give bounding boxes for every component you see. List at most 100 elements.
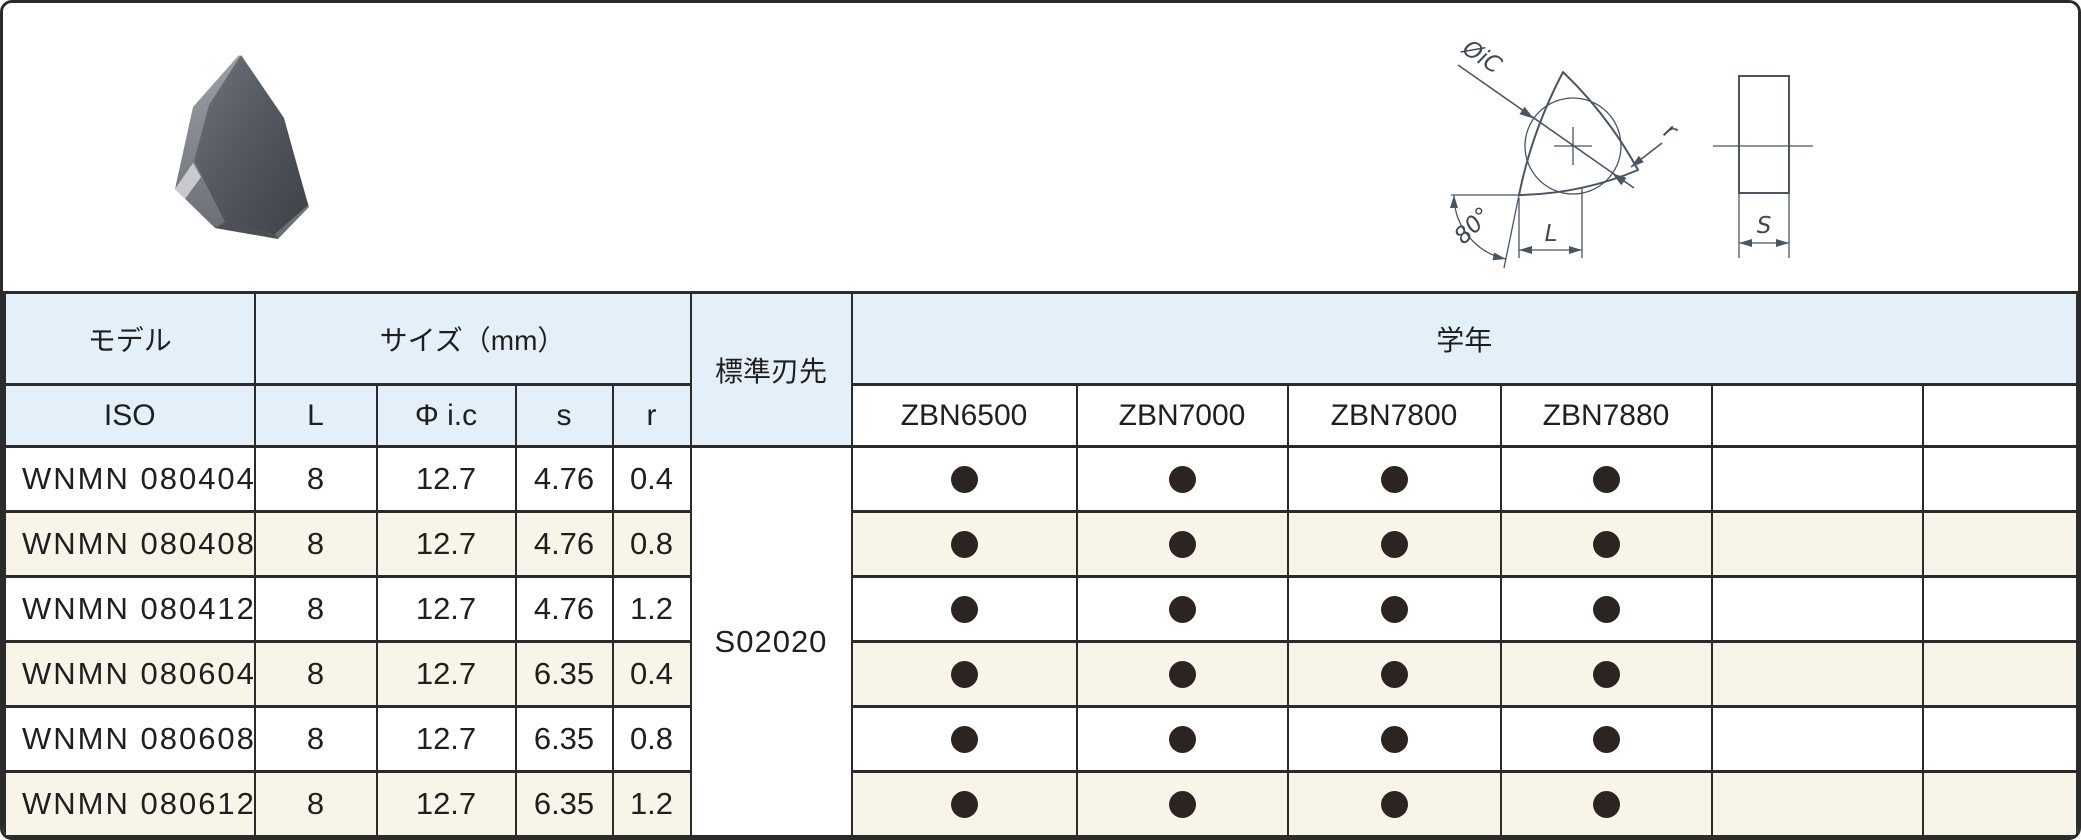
- l-cell: 8: [253, 445, 378, 513]
- standard-edge-cell: S02020: [689, 445, 853, 837]
- angle-arrow-top: [1450, 195, 1458, 208]
- s-arrow-right: [1776, 239, 1789, 247]
- grade-dot-cell: [850, 770, 1078, 837]
- diameter-arrow-lower: [1612, 173, 1627, 186]
- ic-cell: 12.7: [375, 770, 517, 837]
- grade-empty-cell: [1710, 770, 1924, 837]
- grade-dot-cell: [1075, 770, 1289, 837]
- dot-icon: [1592, 725, 1620, 753]
- grade-dot-cell: [850, 640, 1078, 708]
- r-cell: 0.4: [611, 445, 692, 513]
- header-row-1: モデル サイズ（mm） 標準刃先 学年: [3, 291, 2078, 448]
- dot-icon: [1592, 465, 1620, 493]
- iso-cell: WNMN 080612: [3, 770, 256, 837]
- grade-dot-cell: [1075, 640, 1289, 708]
- grade-empty-cell: [1710, 640, 1924, 708]
- dot-icon: [950, 530, 978, 558]
- s-cell: 4.76: [514, 510, 614, 578]
- l-cell: 8: [253, 640, 378, 708]
- grade-dot-cell: [1286, 705, 1502, 773]
- dot-icon: [1592, 660, 1620, 688]
- dot-icon: [950, 790, 978, 818]
- r-cell: 0.8: [611, 705, 692, 773]
- header-grade-zbn7800: ZBN7800: [1286, 383, 1502, 448]
- flank-extension: [1503, 194, 1520, 269]
- header-standard-edge: 標準刃先: [689, 291, 853, 448]
- dot-icon: [1380, 595, 1408, 623]
- trigon-outline: [1518, 71, 1639, 196]
- dot-icon: [1380, 790, 1408, 818]
- grade-dot-cell: [1499, 445, 1713, 513]
- spec-table: モデル サイズ（mm） 標準刃先 学年 ISO L Φ i.c s r ZBN6…: [3, 291, 2078, 837]
- dot-icon: [950, 660, 978, 688]
- r-cell: 0.8: [611, 510, 692, 578]
- ic-cell: 12.7: [375, 705, 517, 773]
- grade-dot-cell: [850, 445, 1078, 513]
- ic-cell: 12.7: [375, 640, 517, 708]
- grade-dot-cell: [850, 575, 1078, 643]
- l-cell: 8: [253, 575, 378, 643]
- header-iso: ISO: [3, 383, 256, 448]
- ic-cell: 12.7: [375, 445, 517, 513]
- l-arrow-right: [1569, 246, 1582, 254]
- dot-icon: [950, 725, 978, 753]
- technical-drawing: ØiC r 80° L S: [1449, 35, 1813, 269]
- spec-table-body: WNMN 080404 8 12.7 4.76 0.4 S02020 WNMN 080408…: [3, 445, 2078, 837]
- l-cell: 8: [253, 770, 378, 837]
- dot-icon: [1168, 595, 1196, 623]
- l-cell: 8: [253, 510, 378, 578]
- header-grade: 学年: [850, 291, 2078, 386]
- header-grade-empty-2: [1921, 383, 2078, 448]
- ic-cell: 12.7: [375, 575, 517, 643]
- grade-dot-cell: [1075, 510, 1289, 578]
- header-s: s: [514, 383, 614, 448]
- insert-photo: [175, 55, 309, 239]
- insert-bottom-shade: [215, 222, 278, 239]
- grade-empty-cell: [1921, 445, 2078, 513]
- r-cell: 1.2: [611, 575, 692, 643]
- diameter-line: [1457, 64, 1635, 189]
- angle-arrow-bottom: [1492, 252, 1506, 261]
- label-s: S: [1757, 213, 1772, 239]
- grade-dot-cell: [1286, 510, 1502, 578]
- dot-icon: [1380, 725, 1408, 753]
- table-row: WNMN 080608 8 12.7 6.35 0.8: [3, 705, 2078, 773]
- header-size: サイズ（mm）: [253, 291, 692, 386]
- table-row: WNMN 080412 8 12.7 4.76 1.2: [3, 575, 2078, 643]
- grade-dot-cell: [1075, 445, 1289, 513]
- dot-icon: [1168, 660, 1196, 688]
- header-grade-empty-1: [1710, 383, 1924, 448]
- inscribed-circle: [1524, 97, 1622, 195]
- r-cell: 0.4: [611, 640, 692, 708]
- dot-icon: [1168, 725, 1196, 753]
- header-grade-zbn6500: ZBN6500: [850, 383, 1078, 448]
- grade-empty-cell: [1921, 575, 2078, 643]
- grade-dot-cell: [1286, 445, 1502, 513]
- grade-dot-cell: [1286, 640, 1502, 708]
- dot-icon: [1592, 595, 1620, 623]
- header-grade-zbn7880: ZBN7880: [1499, 383, 1713, 448]
- table-row: WNMN 080408 8 12.7 4.76 0.8: [3, 510, 2078, 578]
- label-angle: 80°: [1449, 202, 1496, 249]
- header-r: r: [611, 383, 692, 448]
- iso-cell: WNMN 080404: [3, 445, 256, 513]
- header-row-2: ISO L Φ i.c s r ZBN6500 ZBN7000 ZBN7800 …: [3, 383, 2078, 448]
- header-ic: Φ i.c: [375, 383, 517, 448]
- grade-dot-cell: [1286, 575, 1502, 643]
- r-cell: 1.2: [611, 770, 692, 837]
- dot-icon: [1168, 790, 1196, 818]
- dot-icon: [1380, 530, 1408, 558]
- label-ic: ØiC: [1457, 35, 1506, 79]
- side-view-rect: [1738, 75, 1790, 194]
- grade-dot-cell: [850, 510, 1078, 578]
- grade-empty-cell: [1921, 640, 2078, 708]
- grade-dot-cell: [1499, 640, 1713, 708]
- grade-dot-cell: [1499, 705, 1713, 773]
- l-extension-lines: [1518, 187, 1583, 258]
- dot-icon: [1168, 530, 1196, 558]
- grade-empty-cell: [1710, 705, 1924, 773]
- dot-icon: [1592, 530, 1620, 558]
- s-cell: 6.35: [514, 770, 614, 837]
- ic-cell: 12.7: [375, 510, 517, 578]
